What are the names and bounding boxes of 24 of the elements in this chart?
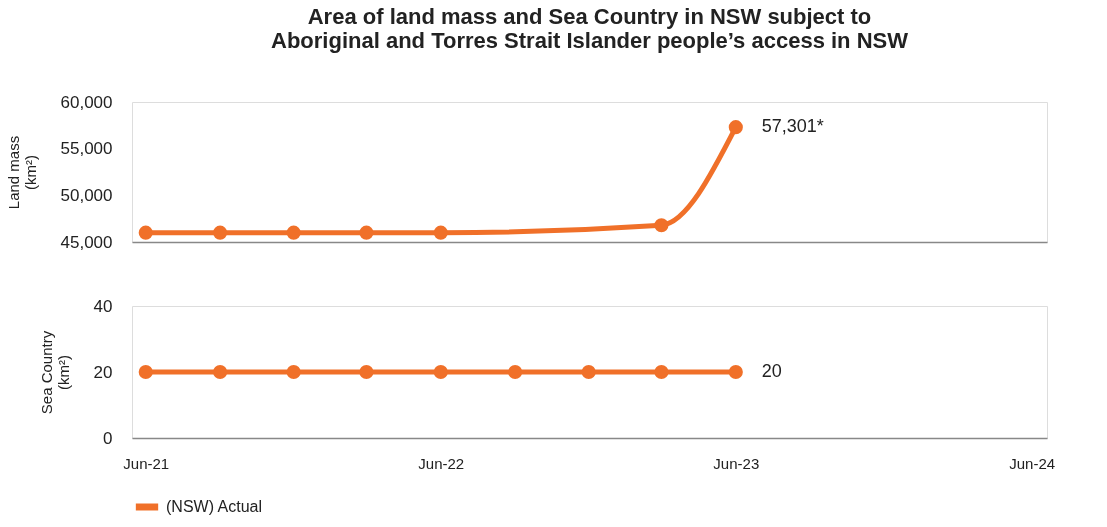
point [286,225,301,240]
y-axis-title: Sea Country (km²) [37,330,72,415]
point [359,225,374,240]
y-tick-label: 0 [103,428,113,448]
chart-title: Area of land mass and Sea Country in NSW subject to Aboriginal and Torres Strait Islander people’s access in NSW [271,4,909,53]
y-axis-title: Land mass (km²) [4,135,39,210]
point [213,225,228,240]
annotation: 57,301* [761,116,824,137]
y-tick-label: 40 [93,296,113,316]
x-tick-label: Jun-22 [418,454,465,472]
legend-label: (NSW) Actual [166,498,263,515]
y-tick-label: 50,000 [60,185,113,205]
y-tick-label: 55,000 [60,139,113,159]
point [138,225,153,240]
annotation: 20 [761,361,782,381]
x-tick-label: Jun-21 [123,454,170,472]
x-tick-label: Jun-23 [713,454,760,472]
y-tick-label: 45,000 [60,232,113,252]
point [654,218,669,233]
x-tick-label: Jun-24 [1009,454,1056,472]
y-tick-label: 60,000 [60,92,113,112]
point [433,225,448,240]
point [728,120,743,135]
y-tick-label: 20 [93,362,113,382]
